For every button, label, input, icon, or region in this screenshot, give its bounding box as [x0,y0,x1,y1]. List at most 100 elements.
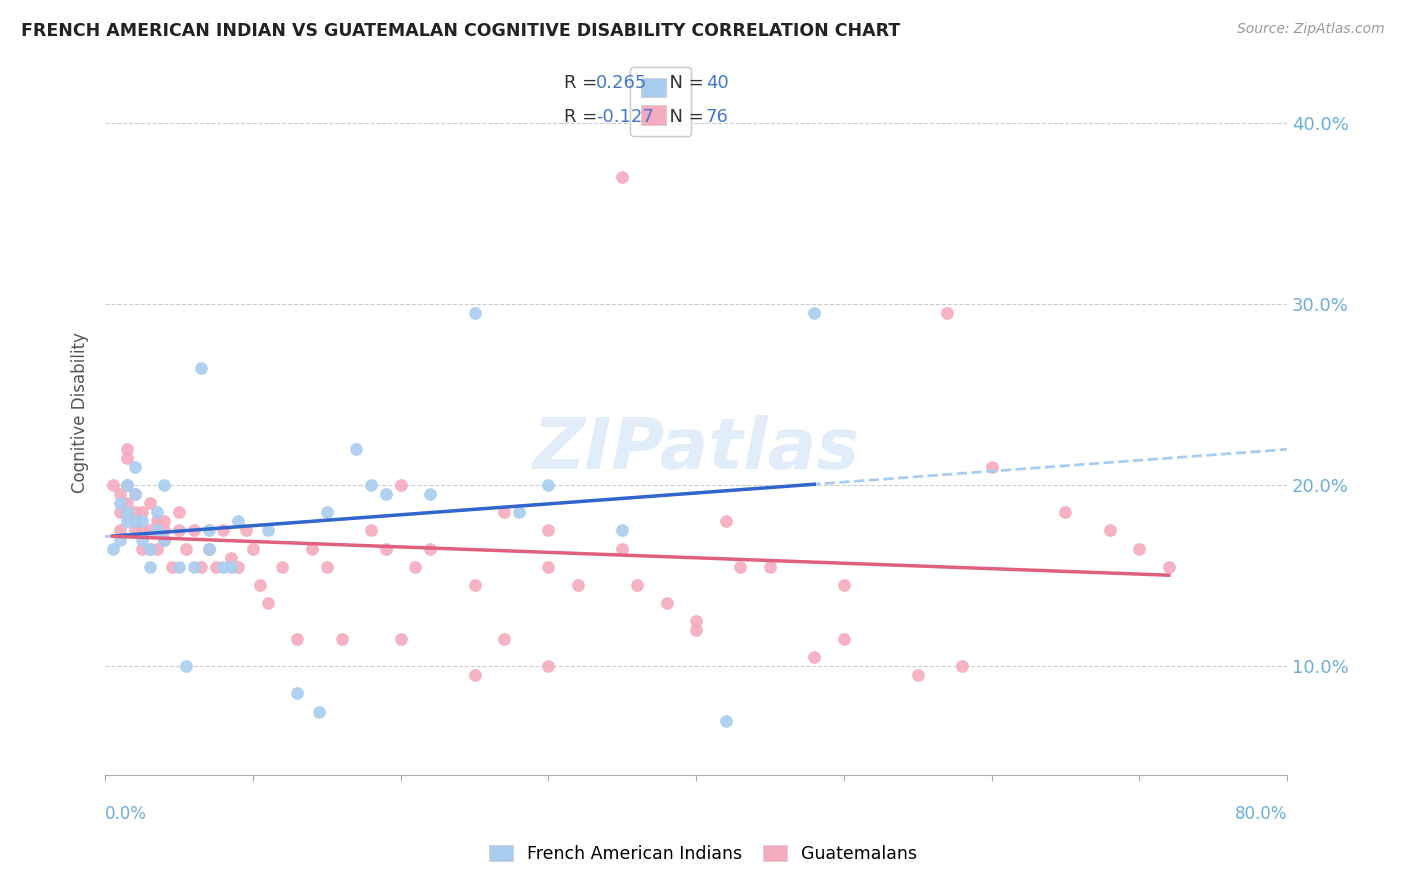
Point [537,524,560,538]
Point [124,487,146,501]
Point [131,505,153,519]
Point [108,524,131,538]
Point [537,559,560,574]
Point [131,541,153,556]
Point [256,524,278,538]
Point [419,541,441,556]
Legend: , : , [630,67,692,136]
Point [950,659,973,673]
Point [124,515,146,529]
Point [167,559,190,574]
Point [108,505,131,519]
Point [374,487,396,501]
Point [101,541,124,556]
Text: 0.265: 0.265 [596,74,647,92]
Point [714,714,737,728]
Point [936,306,959,320]
Point [730,559,752,574]
Point [249,578,271,592]
Point [138,496,160,510]
Point [494,632,516,647]
Point [124,460,146,475]
Text: R =: R = [564,108,603,127]
Point [138,559,160,574]
Point [285,686,308,700]
Point [146,524,169,538]
Point [464,578,486,592]
Point [101,478,124,492]
Point [285,632,308,647]
Point [205,559,228,574]
Point [117,442,139,456]
Point [167,505,190,519]
Point [131,524,153,538]
Point [803,306,825,320]
Text: 76: 76 [706,108,728,127]
Text: 0.0%: 0.0% [105,805,148,823]
Point [183,524,205,538]
Point [374,541,396,556]
Point [1098,524,1121,538]
Point [190,559,212,574]
Point [242,541,264,556]
Text: 40: 40 [706,74,728,92]
Point [330,632,353,647]
Point [131,533,153,547]
Point [124,524,146,538]
Point [907,668,929,682]
Point [146,505,169,519]
Point [612,524,634,538]
Text: R =: R = [564,74,603,92]
Point [117,496,139,510]
Point [419,487,441,501]
Point [176,541,198,556]
Point [190,360,212,375]
Text: FRENCH AMERICAN INDIAN VS GUATEMALAN COGNITIVE DISABILITY CORRELATION CHART: FRENCH AMERICAN INDIAN VS GUATEMALAN COG… [21,22,900,40]
Point [464,668,486,682]
Point [153,478,176,492]
Point [537,478,560,492]
Text: Source: ZipAtlas.com: Source: ZipAtlas.com [1237,22,1385,37]
Point [219,550,242,565]
Point [464,306,486,320]
Text: ZIPatlas: ZIPatlas [533,415,860,483]
Point [344,442,367,456]
Point [138,524,160,538]
Point [315,559,337,574]
Point [685,614,707,628]
Point [1128,541,1150,556]
Point [271,559,294,574]
Point [612,541,634,556]
Point [494,505,516,519]
Point [1157,559,1180,574]
Point [655,596,678,610]
Point [301,541,323,556]
Point [160,559,183,574]
Point [153,524,176,538]
Point [537,659,560,673]
Point [626,578,648,592]
Point [508,505,530,519]
Point [117,515,139,529]
Point [131,515,153,529]
Point [138,541,160,556]
Point [685,623,707,637]
Point [714,515,737,529]
Point [153,515,176,529]
Point [124,505,146,519]
Point [108,533,131,547]
Point [212,524,235,538]
Point [219,559,242,574]
Point [226,559,249,574]
Text: 80.0%: 80.0% [1234,805,1286,823]
Point [360,478,382,492]
Point [117,478,139,492]
Point [832,578,855,592]
Point [389,632,412,647]
Point [153,533,176,547]
Point [389,478,412,492]
Point [226,515,249,529]
Point [108,496,131,510]
Point [567,578,589,592]
Point [612,170,634,185]
